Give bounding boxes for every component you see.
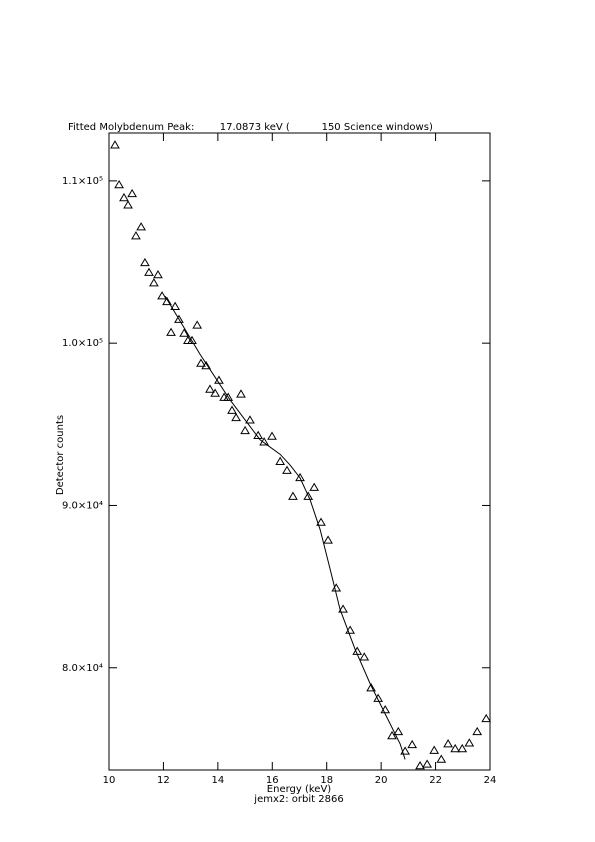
x-tick-label: 12 xyxy=(157,775,170,786)
data-point xyxy=(407,739,418,749)
data-point xyxy=(201,360,212,370)
x-tick-label: 24 xyxy=(484,775,497,786)
data-point xyxy=(429,745,440,754)
data-point xyxy=(366,683,376,692)
x-tick-label: 22 xyxy=(429,775,442,786)
chart-title: Fitted Molybdenum Peak: 17.0873 keV ( 15… xyxy=(68,122,433,133)
y-axis-label: Detector counts xyxy=(55,415,66,495)
data-point xyxy=(210,388,221,397)
data-point xyxy=(179,328,189,337)
data-point xyxy=(359,652,370,661)
data-point xyxy=(131,231,141,240)
data-point xyxy=(240,425,250,435)
data-point xyxy=(415,760,425,770)
data-point xyxy=(174,314,184,323)
data-point xyxy=(205,384,215,393)
y-tick-label: 1.0×10⁵ xyxy=(62,338,103,349)
y-tick-label: 1.1×10⁵ xyxy=(62,176,103,187)
subtitle: jemx2: orbit 2866 xyxy=(253,794,343,805)
data-point xyxy=(309,482,320,491)
x-axis-label: Energy (keV) xyxy=(267,784,332,795)
y-tick-label: 8.0×10⁴ xyxy=(62,663,103,674)
x-tick-label: 10 xyxy=(103,775,116,786)
data-point xyxy=(136,222,146,231)
data-point xyxy=(303,491,314,500)
data-point xyxy=(127,188,138,198)
data-point xyxy=(288,491,298,500)
data-point xyxy=(481,713,492,723)
data-point xyxy=(227,405,237,414)
data-point xyxy=(114,179,124,189)
data-point xyxy=(443,739,453,748)
data-point xyxy=(267,431,277,440)
x-tick-label: 20 xyxy=(375,775,388,786)
data-point xyxy=(472,726,483,736)
data-point xyxy=(400,746,410,755)
data-point xyxy=(236,389,246,398)
data-point xyxy=(282,465,292,474)
data-point xyxy=(245,415,255,424)
data-point xyxy=(223,392,234,401)
y-tick-label: 9.0×10⁴ xyxy=(62,500,103,511)
data-point xyxy=(144,267,154,276)
fit-line xyxy=(164,295,406,760)
data-point xyxy=(170,301,181,310)
data-point xyxy=(196,358,206,367)
data-point xyxy=(123,200,133,209)
data-point xyxy=(295,472,305,482)
data-point xyxy=(162,296,172,306)
data-point xyxy=(316,517,326,526)
data-point xyxy=(119,192,129,202)
data-point xyxy=(153,270,163,279)
data-point xyxy=(231,412,241,422)
data-point xyxy=(436,754,447,763)
plot-frame xyxy=(108,132,491,771)
data-point xyxy=(338,604,348,613)
data-point xyxy=(275,456,286,465)
x-tick-label: 18 xyxy=(320,775,333,786)
data-point xyxy=(387,730,397,740)
data-point xyxy=(464,738,475,747)
data-point xyxy=(149,278,159,287)
data-point xyxy=(157,291,167,300)
data-point xyxy=(393,726,404,736)
data-point xyxy=(110,140,120,149)
data-point xyxy=(192,320,203,329)
data-point xyxy=(422,759,433,768)
data-point xyxy=(187,335,197,345)
data-point xyxy=(450,743,461,753)
data-point xyxy=(457,743,468,753)
data-point xyxy=(140,257,150,267)
x-tick-label: 14 xyxy=(211,775,224,786)
data-point xyxy=(166,327,176,336)
data-point xyxy=(373,693,384,702)
data-point xyxy=(323,535,333,544)
x-tick-label: 16 xyxy=(266,775,279,786)
